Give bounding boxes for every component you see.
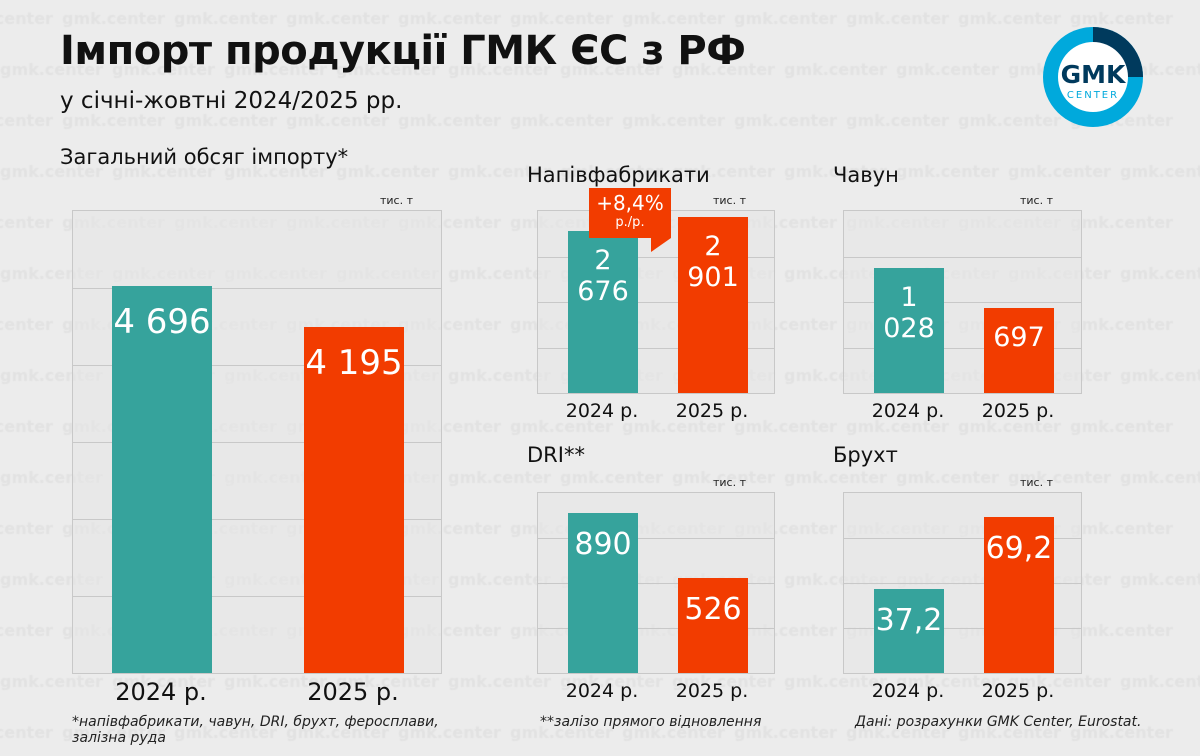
bar-2024: 1 028: [874, 268, 944, 393]
unit-label: тис. т: [1020, 476, 1054, 489]
category-label: 2024 р.: [115, 678, 207, 706]
chart-frame: 1 028 697: [843, 210, 1082, 394]
bar-2025: 2 901: [678, 217, 748, 393]
gridline: [538, 538, 774, 539]
gmk-center-logo: GMK CENTER: [1043, 27, 1143, 127]
bar-2024: 2 676: [568, 230, 638, 393]
category-label: 2024 р.: [565, 400, 639, 422]
bar-2025: 4 195: [304, 326, 404, 673]
gridline: [73, 519, 441, 520]
change-callout: +8,4% р./р.: [589, 188, 671, 252]
gridline: [844, 302, 1081, 303]
change-unit: р./р.: [615, 215, 645, 230]
gridline: [73, 596, 441, 597]
unit-label: тис. т: [380, 194, 414, 207]
chart-title: Брухт: [833, 443, 898, 467]
data-label: 890: [574, 526, 632, 562]
gridline: [844, 583, 1081, 584]
bar-2025: 69,2: [984, 517, 1054, 673]
unit-label: тис. т: [1020, 194, 1054, 207]
data-label: 69,2: [985, 531, 1053, 567]
chart-title: Напівфабрикати: [527, 163, 710, 187]
category-label: 2025 р.: [981, 400, 1055, 422]
bar-2024: 4 696: [112, 285, 212, 673]
bar-2024: 890: [568, 512, 638, 673]
gridline: [73, 442, 441, 443]
gridline: [538, 628, 774, 629]
category-label: 2025 р.: [307, 678, 399, 706]
gridline: [538, 256, 774, 258]
footnote-total: *напівфабрикати, чавун, DRI, брухт, феро…: [72, 714, 439, 746]
svg-text:GMK: GMK: [1061, 60, 1127, 89]
bar-2025: 526: [678, 578, 748, 673]
gridline: [73, 365, 441, 366]
gridline: [538, 347, 774, 349]
data-label: 4 195: [305, 342, 403, 383]
svg-text:CENTER: CENTER: [1067, 90, 1119, 101]
gridline: [73, 288, 441, 289]
bar-2025: 697: [984, 308, 1054, 393]
gridline: [844, 347, 1081, 349]
chart-frame: 890 526: [537, 492, 775, 674]
category-label: 2024 р.: [565, 680, 639, 702]
chart-title: DRI**: [527, 443, 585, 467]
data-label: 37,2: [875, 603, 943, 639]
category-label: 2024 р.: [871, 400, 945, 422]
callout-pointer: [651, 238, 671, 252]
page-subtitle: у січні-жовтні 2024/2025 рр.: [60, 88, 403, 114]
unit-label: тис. т: [713, 194, 747, 207]
chart-title: Чавун: [833, 163, 899, 187]
data-label: 4 696: [113, 301, 211, 342]
gridline: [538, 302, 774, 303]
gridline: [844, 256, 1081, 258]
gridline: [538, 583, 774, 584]
data-label: 2 901: [687, 231, 739, 294]
category-label: 2025 р.: [675, 400, 749, 422]
category-label: 2024 р.: [871, 680, 945, 702]
unit-label: тис. т: [713, 476, 747, 489]
gridline: [844, 538, 1081, 539]
source-note: Дані: розрахунки GMK Center, Eurostat.: [855, 714, 1142, 730]
gridline: [844, 628, 1081, 629]
chart-frame: 4 696 4 195: [72, 210, 442, 674]
category-label: 2025 р.: [981, 680, 1055, 702]
data-label: 526: [684, 592, 742, 628]
change-value: +8,4%: [596, 191, 664, 215]
page-title: Імпорт продукції ГМК ЄС з РФ: [60, 28, 746, 74]
data-label: 697: [993, 322, 1045, 354]
chart-title: Загальний обсяг імпорту*: [60, 145, 349, 169]
footnote-dri: **залізо прямого відновлення: [540, 714, 762, 730]
chart-frame: 37,2 69,2: [843, 492, 1082, 674]
category-label: 2025 р.: [675, 680, 749, 702]
data-label: 2 676: [577, 244, 629, 307]
data-label: 1 028: [883, 282, 935, 345]
bar-2024: 37,2: [874, 589, 944, 673]
